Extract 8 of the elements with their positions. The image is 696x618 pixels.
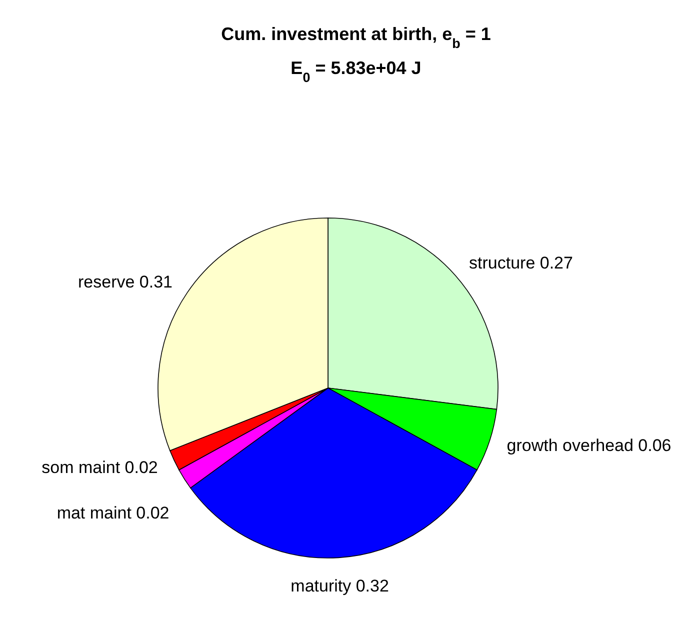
chart-subtitle: E$_{0}$ = 5.83e+04 J xyxy=(290,58,422,84)
slice-label: growth overhead 0.06 xyxy=(506,436,672,456)
slice-label: mat maint 0.02 xyxy=(56,504,170,523)
chart-title: Cum. investment at birth, e$_{b}$ = 1 xyxy=(221,24,491,50)
slice-label: reserve 0.31 xyxy=(78,272,173,292)
slice-label: maturity 0.32 xyxy=(290,576,389,596)
slice-label: som maint 0.02 xyxy=(42,458,158,478)
slice-label: structure 0.27 xyxy=(469,254,573,273)
